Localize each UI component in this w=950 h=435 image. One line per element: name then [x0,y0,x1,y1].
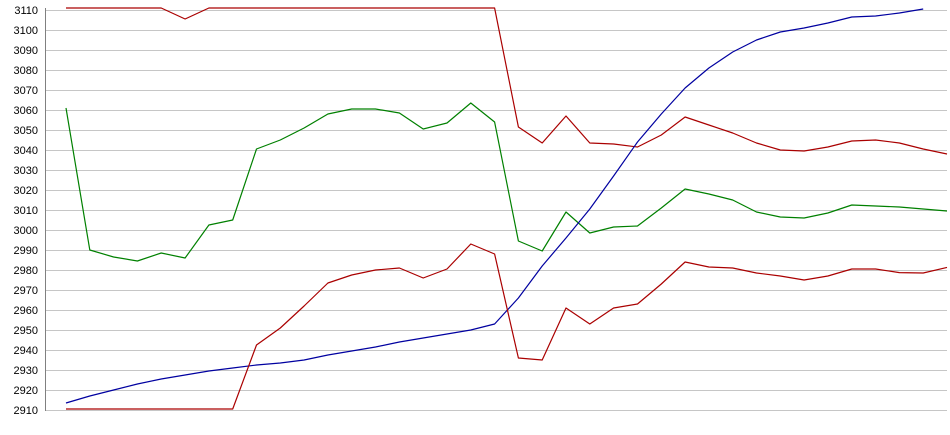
y-axis-label-2910: 2910 [14,405,38,417]
y-axis-label-2950: 2950 [14,325,38,337]
series-upper-dark-red-line [66,7,948,155]
y-axis-label-3030: 3030 [14,165,38,177]
y-axis-label-2930: 2930 [14,365,38,377]
y-axis-label-3020: 3020 [14,185,38,197]
y-axis-label-3070: 3070 [14,85,38,97]
y-axis-label-3090: 3090 [14,45,38,57]
series-lower-dark-red-line [66,243,948,410]
y-axis-label-3100: 3100 [14,25,38,37]
y-axis-label-3000: 3000 [14,225,38,237]
series-green-line [65,102,948,262]
y-axis-label-3080: 3080 [14,65,38,77]
y-axis-label-2980: 2980 [14,265,38,277]
y-axis-label-2970: 2970 [14,285,38,297]
y-axis-label-3050: 3050 [14,125,38,137]
y-axis-label-3060: 3060 [14,105,38,117]
y-axis-label-3110: 3110 [14,5,38,17]
y-axis-label-2990: 2990 [14,245,38,257]
y-axis-label-2920: 2920 [14,385,38,397]
y-axis-label-2940: 2940 [14,345,38,357]
y-axis-label-3010: 3010 [14,205,38,217]
y-axis-label-2960: 2960 [14,305,38,317]
y-axis-label-3040: 3040 [14,145,38,157]
series-dark-blue-line [65,8,924,404]
